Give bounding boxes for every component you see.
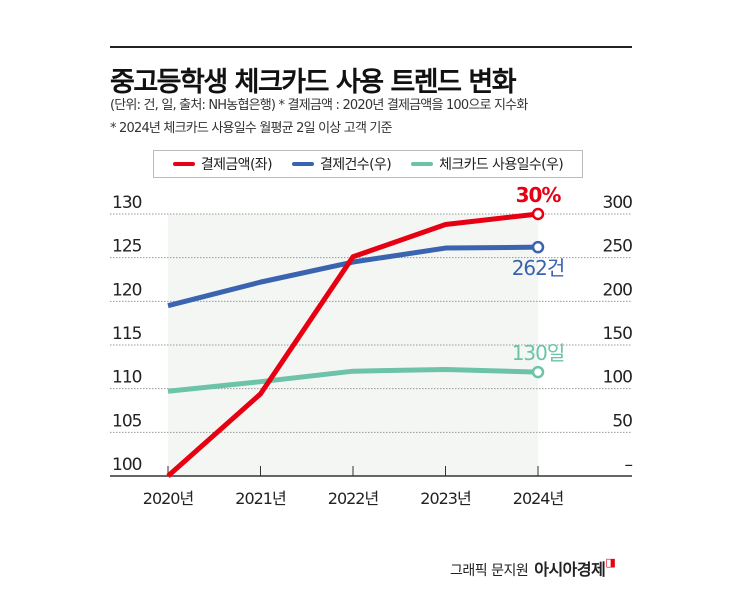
note-criteria: * 2024년 체크카드 사용일수 월평균 2일 이상 고객 기준 xyxy=(110,121,393,136)
legend-swatch xyxy=(411,162,434,166)
right-tick-label: 50 xyxy=(612,411,632,431)
series-line-0 xyxy=(166,211,539,478)
series-line-2 xyxy=(167,366,539,394)
end-label: 30% xyxy=(516,183,562,207)
note-unit-source: (단위: 건, 일, 출처: NH농협은행) * 결제금액 : 2020년 결제… xyxy=(110,98,528,113)
right-tick-label: – xyxy=(625,455,633,475)
publisher-logo: 아시아경제 xyxy=(534,560,606,579)
credit: 그래픽 문지원 아시아경제◨ xyxy=(450,556,616,580)
right-tick-label: 150 xyxy=(603,324,633,344)
x-tick-label: 2024년 xyxy=(513,489,564,508)
end-marker xyxy=(531,365,545,379)
x-tick-label: 2023년 xyxy=(420,489,471,508)
end-marker xyxy=(531,207,545,221)
x-tick-label: 2021년 xyxy=(235,489,286,508)
end-label: 130일 xyxy=(512,341,565,365)
logo-mark-icon: ◨ xyxy=(605,556,616,569)
left-tick-label: 125 xyxy=(112,237,142,257)
left-tick-label: 105 xyxy=(112,411,142,431)
legend-label: 결제금액(좌) xyxy=(200,157,273,173)
legend: 결제금액(좌) 결제건수(우) 체크카드 사용일수(우) xyxy=(153,150,583,178)
end-label: 262건 xyxy=(512,256,565,280)
legend-label: 체크카드 사용일수(우) xyxy=(439,157,564,173)
left-tick-label: 115 xyxy=(112,324,142,344)
credit-text: 그래픽 문지원 xyxy=(450,563,529,579)
chart-title: 중고등학생 체크카드 사용 트렌드 변화 xyxy=(110,67,517,98)
left-tick-label: 120 xyxy=(112,280,142,300)
left-tick-label: 130 xyxy=(112,193,142,213)
series-line-1 xyxy=(167,244,539,309)
legend-label: 결제건수(우) xyxy=(319,157,392,173)
legend-swatch xyxy=(291,162,314,166)
x-tick-label: 2022년 xyxy=(328,489,379,508)
legend-item-count: 결제건수(우) xyxy=(291,154,392,174)
legend-item-amount: 결제금액(좌) xyxy=(172,154,273,174)
header-rule xyxy=(110,46,632,48)
legend-swatch xyxy=(172,162,195,166)
left-tick-label: 110 xyxy=(112,368,142,388)
legend-item-days: 체크카드 사용일수(우) xyxy=(411,154,564,174)
right-tick-label: 250 xyxy=(603,237,633,257)
left-tick-label: 100 xyxy=(112,455,142,475)
right-tick-label: 200 xyxy=(603,280,633,300)
right-tick-label: 300 xyxy=(603,193,633,213)
right-tick-label: 100 xyxy=(603,368,633,388)
x-tick-label: 2020년 xyxy=(143,489,194,508)
end-marker xyxy=(531,240,545,254)
